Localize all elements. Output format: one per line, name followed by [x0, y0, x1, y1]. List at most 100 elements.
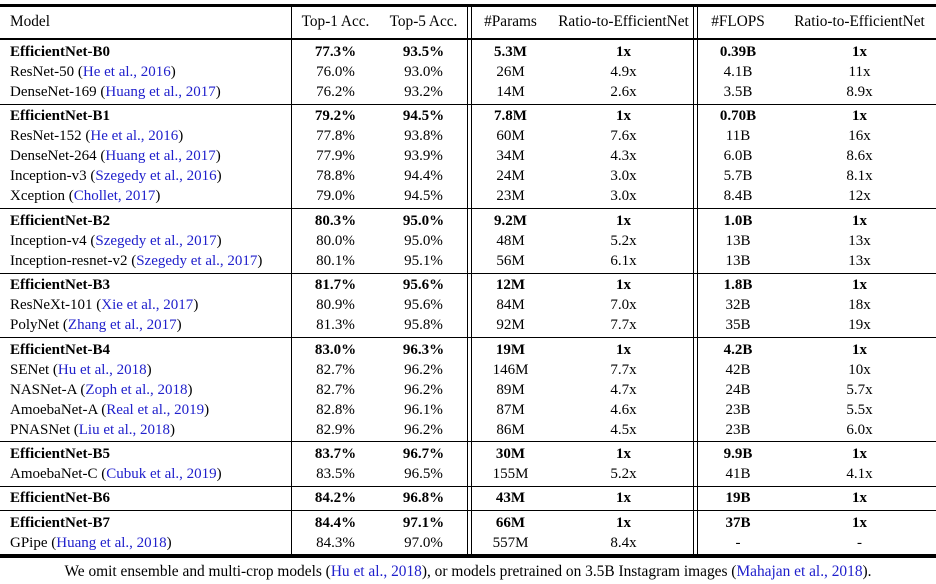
- top5-acc-cell: 95.8%: [404, 317, 443, 334]
- model-name-cell: AmoebaNet-A (Real et al., 2019): [10, 401, 210, 418]
- params-cell: 56M: [496, 252, 525, 269]
- model-name: Xception: [10, 188, 65, 205]
- params-ratio-cell: 1x: [616, 514, 631, 531]
- flops-ratio-cell: 13x: [848, 252, 871, 269]
- model-name: DenseNet-264: [10, 148, 97, 165]
- params-cell: 24M: [496, 168, 525, 185]
- citation-link[interactable]: Chollet, 2017: [73, 188, 156, 205]
- citation-link[interactable]: Huang et al., 2017: [105, 148, 216, 165]
- params-cell: 12M: [495, 277, 526, 294]
- top1-acc-cell: 84.4%: [314, 514, 357, 531]
- flops-cell: 4.1B: [723, 64, 753, 81]
- flops-ratio-cell: 13x: [848, 232, 871, 249]
- model-name-cell: EfficientNet-B5: [0, 444, 291, 464]
- top5-acc-cell: 93.5%: [402, 44, 445, 61]
- top1-acc-cell: 84.3%: [316, 534, 355, 551]
- flops-cell: 35B: [725, 317, 751, 334]
- params-cell: 34M: [496, 148, 525, 165]
- citation-link[interactable]: Zoph et al., 2018: [85, 381, 188, 398]
- params-ratio-cell: 4.7x: [610, 381, 637, 398]
- table-row: PNASNet (Liu et al., 2018) 82.9% 96.2% 86M 4…: [0, 420, 936, 440]
- flops-ratio-cell: -: [857, 534, 862, 551]
- params-ratio-cell: 1x: [616, 445, 631, 462]
- top1-acc-cell: 77.3%: [314, 44, 357, 61]
- top5-acc-cell: 96.3%: [402, 341, 445, 358]
- column-header--flops: #FLOPS: [711, 13, 765, 31]
- flops-ratio-cell: 1x: [852, 490, 867, 507]
- model-name-cell: Inception-v4 (Szegedy et al., 2017): [10, 232, 222, 249]
- column-divider-single: [290, 4, 292, 557]
- top5-acc-cell: 93.8%: [404, 128, 443, 145]
- citation-link[interactable]: He et al., 2016: [82, 64, 171, 81]
- citation-link[interactable]: Mahajan et al., 2018: [736, 562, 863, 580]
- flops-ratio-cell: 8.1x: [846, 168, 873, 185]
- model-name-cell: GPipe (Huang et al., 2018): [10, 534, 172, 551]
- params-ratio-cell: 7.7x: [610, 361, 637, 378]
- top1-acc-cell: 76.2%: [316, 84, 355, 101]
- citation-link[interactable]: Hu et al., 2018: [330, 562, 422, 580]
- top1-acc-cell: 82.9%: [316, 421, 355, 438]
- top1-acc-cell: 81.3%: [316, 317, 355, 334]
- params-ratio-cell: 7.6x: [610, 128, 637, 145]
- citation-link[interactable]: Xie et al., 2017: [101, 297, 194, 314]
- params-ratio-cell: 4.6x: [610, 401, 637, 418]
- model-name-cell: NASNet-A (Zoph et al., 2018): [10, 381, 193, 398]
- citation-link[interactable]: He et al., 2016: [90, 128, 179, 145]
- model-name-cell: Inception-resnet-v2 (Szegedy et al., 201…: [10, 252, 263, 269]
- top5-acc-cell: 93.0%: [404, 64, 443, 81]
- flops-ratio-cell: 1x: [852, 445, 867, 462]
- params-ratio-cell: 2.6x: [610, 84, 637, 101]
- params-ratio-cell: 1x: [616, 341, 631, 358]
- flops-ratio-cell: 16x: [848, 128, 871, 145]
- model-name: AmoebaNet-A: [10, 401, 98, 418]
- model-name: ResNeXt-101: [10, 297, 93, 314]
- model-name: SENet: [10, 361, 50, 378]
- citation-link[interactable]: Huang et al., 2017: [105, 84, 216, 101]
- flops-ratio-cell: 8.9x: [846, 84, 873, 101]
- model-name-cell: DenseNet-169 (Huang et al., 2017): [10, 84, 221, 101]
- flops-cell: 1.8B: [723, 277, 753, 294]
- params-ratio-cell: 1x: [616, 277, 631, 294]
- citation-link[interactable]: Zhang et al., 2017: [67, 317, 177, 334]
- citation-link[interactable]: Hu et al., 2018: [57, 361, 147, 378]
- citation-link[interactable]: Szegedy et al., 2017: [136, 252, 258, 269]
- model-name: GPipe: [10, 534, 48, 551]
- model-group: EfficientNet-B4 83.0% 96.3% 19M 1x 4.2B 1x SENe…: [0, 336, 936, 441]
- citation-link[interactable]: Real et al., 2019: [106, 401, 205, 418]
- flops-ratio-cell: 1x: [852, 341, 867, 358]
- params-ratio-cell: 5.2x: [610, 232, 637, 249]
- top5-acc-cell: 94.4%: [404, 168, 443, 185]
- citation-link[interactable]: Liu et al., 2018: [78, 421, 170, 438]
- flops-ratio-cell: 19x: [848, 317, 871, 334]
- table-row: EfficientNet-B4 83.0% 96.3% 19M 1x 4.2B 1x: [0, 340, 936, 360]
- table-row: ResNeXt-101 (Xie et al., 2017) 80.9% 95.6%…: [0, 295, 936, 315]
- params-cell: 146M: [492, 361, 529, 378]
- flops-ratio-cell: 5.5x: [846, 401, 873, 418]
- table-body: EfficientNet-B0 77.3% 93.5% 5.3M 1x 0.39B 1x Re…: [0, 40, 936, 554]
- params-ratio-cell: 7.7x: [610, 317, 637, 334]
- model-name-cell: ResNeXt-101 (Xie et al., 2017): [10, 297, 199, 314]
- column-header-ratio-to-efficientnet: Ratio-to-EfficientNet: [558, 13, 689, 31]
- params-cell: 89M: [496, 381, 525, 398]
- table-row: ResNet-50 (He et al., 2016) 76.0% 93.0% 26M…: [0, 62, 936, 82]
- citation-link[interactable]: Szegedy et al., 2016: [95, 168, 217, 185]
- footnote-text: ).: [862, 562, 872, 580]
- top1-acc-cell: 76.0%: [316, 64, 355, 81]
- flops-ratio-cell: 1x: [852, 277, 867, 294]
- column-header-top-5-acc-: Top-5 Acc.: [389, 13, 458, 31]
- column-header-model: Model: [10, 13, 50, 31]
- citation-link[interactable]: Huang et al., 2018: [56, 534, 167, 551]
- flops-cell: 9.9B: [723, 445, 753, 462]
- citation-link[interactable]: Cubuk et al., 2019: [106, 465, 217, 482]
- top1-acc-cell: 80.3%: [314, 212, 357, 229]
- model-name: EfficientNet-B0: [10, 44, 110, 61]
- model-name-cell: EfficientNet-B4: [0, 340, 291, 360]
- citation-link[interactable]: Szegedy et al., 2017: [95, 232, 217, 249]
- top5-acc-cell: 97.1%: [402, 514, 445, 531]
- footnote-text: We omit ensemble and multi-crop models (: [64, 562, 331, 580]
- params-cell: 26M: [496, 64, 525, 81]
- model-name: EfficientNet-B1: [10, 108, 110, 125]
- top5-acc-cell: 94.5%: [404, 188, 443, 205]
- footnote-text: ), or models pretrained on 3.5B Instagra…: [421, 562, 737, 580]
